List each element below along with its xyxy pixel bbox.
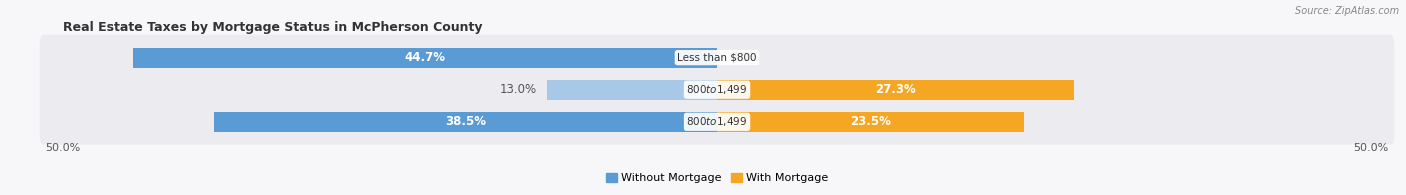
Bar — [132, 48, 717, 67]
Legend: Without Mortgage, With Mortgage: Without Mortgage, With Mortgage — [602, 168, 832, 188]
Text: 23.5%: 23.5% — [851, 115, 891, 128]
Text: $800 to $1,499: $800 to $1,499 — [686, 115, 748, 128]
Text: Real Estate Taxes by Mortgage Status in McPherson County: Real Estate Taxes by Mortgage Status in … — [63, 21, 482, 34]
Text: 27.3%: 27.3% — [875, 83, 915, 96]
FancyBboxPatch shape — [39, 67, 1395, 113]
FancyBboxPatch shape — [39, 35, 1395, 80]
FancyBboxPatch shape — [39, 99, 1395, 144]
Text: $800 to $1,499: $800 to $1,499 — [686, 83, 748, 96]
Text: 13.0%: 13.0% — [499, 83, 537, 96]
Text: Source: ZipAtlas.com: Source: ZipAtlas.com — [1295, 6, 1399, 16]
Bar — [547, 80, 717, 100]
Text: Less than $800: Less than $800 — [678, 53, 756, 63]
Text: 0.0%: 0.0% — [730, 51, 759, 64]
Bar — [717, 112, 1025, 132]
Bar — [214, 112, 717, 132]
Bar — [717, 80, 1074, 100]
Text: 44.7%: 44.7% — [405, 51, 446, 64]
Text: 38.5%: 38.5% — [444, 115, 486, 128]
